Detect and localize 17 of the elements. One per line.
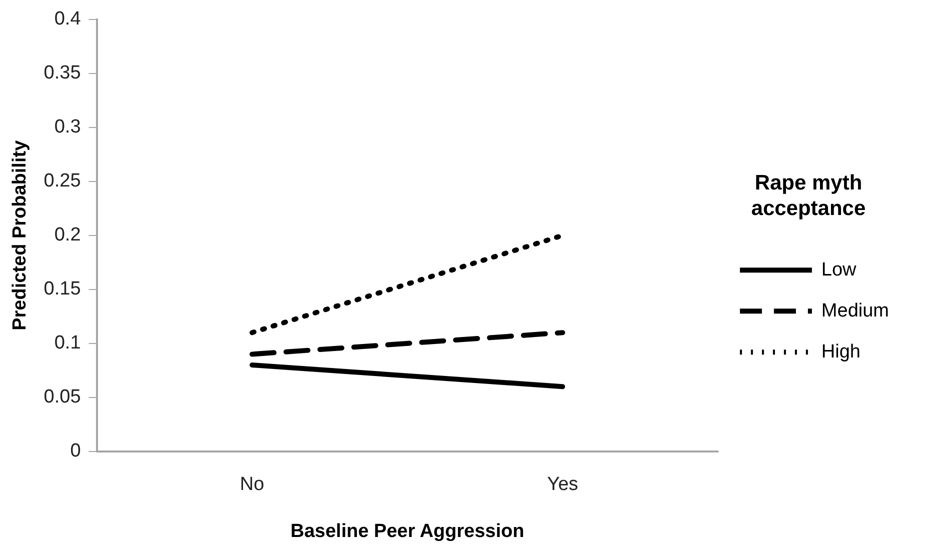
y-tick-label: 0.15: [44, 278, 81, 300]
y-axis-title: Predicted Probability: [10, 140, 31, 330]
y-tick-label: 0: [70, 440, 81, 462]
x-axis-title: Baseline Peer Aggression: [290, 520, 524, 542]
y-tick-label: 0.2: [54, 224, 81, 246]
y-tick-label: 0.25: [44, 170, 81, 192]
y-tick-label: 0.1: [54, 332, 81, 354]
legend-title: Rape myth acceptance: [751, 172, 866, 220]
legend-label: High: [821, 341, 860, 362]
x-tick-label: Yes: [547, 474, 578, 496]
y-tick-label: 0.3: [54, 116, 81, 138]
y-tick-label: 0.05: [44, 386, 81, 408]
legend-label: Medium: [821, 300, 889, 322]
y-tick-label: 0.35: [44, 62, 81, 84]
legend-label: Low: [821, 259, 857, 280]
y-tick-label: 0.4: [54, 8, 82, 30]
x-tick-label: No: [240, 474, 264, 496]
